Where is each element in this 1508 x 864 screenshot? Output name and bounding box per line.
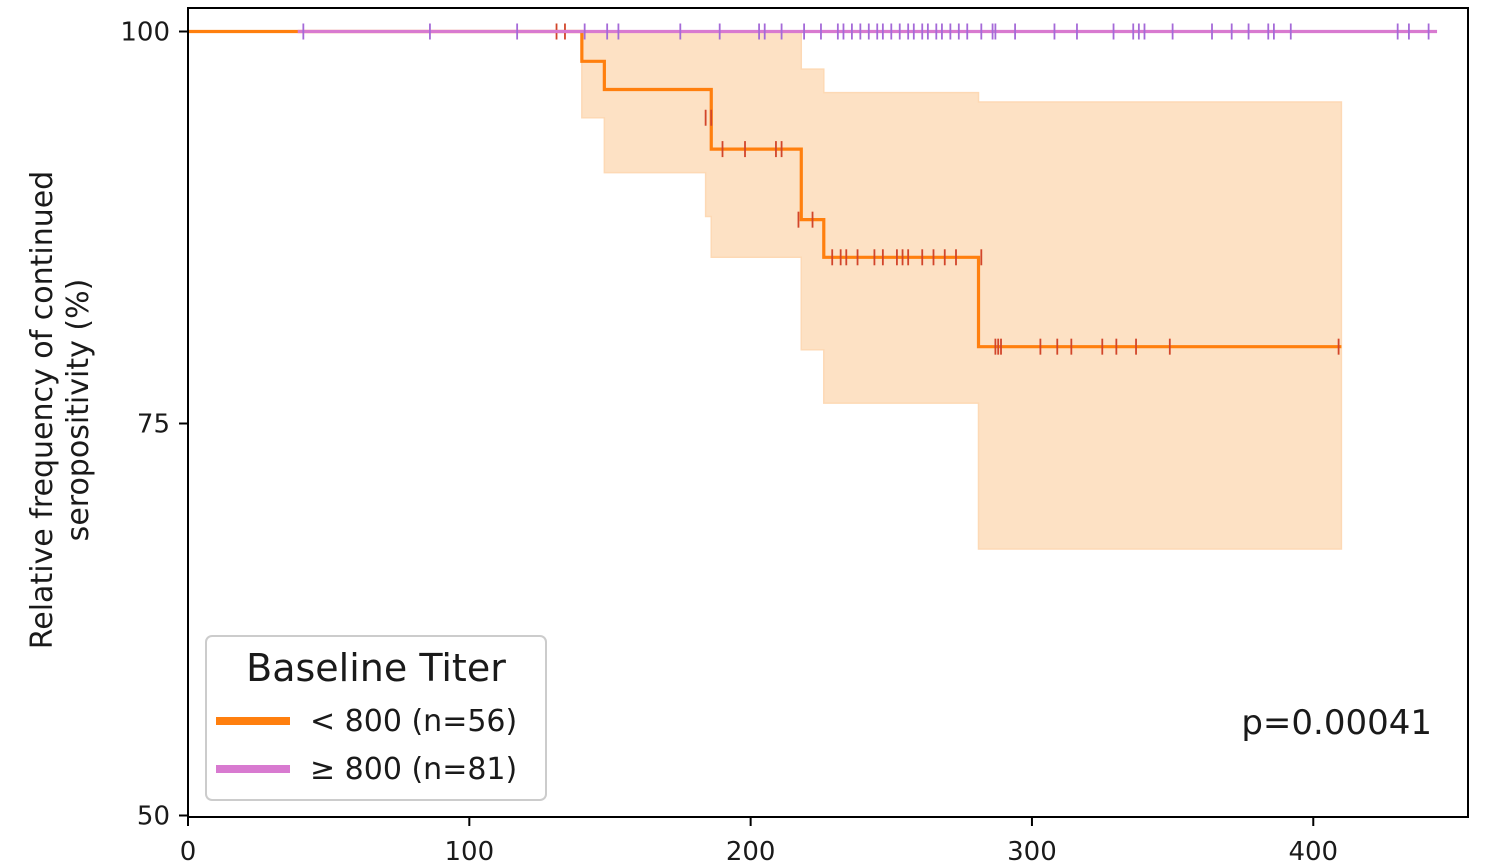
x-tick-label: 400: [1288, 837, 1338, 864]
confidence-band-below-800: [188, 30, 1343, 550]
legend: Baseline Titer < 800 (n=56) ≥ 800 (n=81): [205, 635, 547, 801]
x-tick-label: 200: [726, 837, 776, 864]
legend-box: [205, 635, 547, 801]
survival-line-below-800: [188, 29, 1342, 349]
x-tick-label: 100: [444, 837, 494, 864]
y-axis-label-line-2: seropositivity (%): [61, 279, 96, 542]
y-tick-label: 100: [120, 18, 170, 48]
y-axis-label-line-1: Relative frequency of continued: [25, 171, 60, 649]
p-value-annotation: p=0.00041: [1241, 703, 1432, 743]
plot-area: [188, 23, 1438, 550]
x-tick-label: 300: [1007, 837, 1057, 864]
legend-title: Baseline Titer: [246, 646, 506, 690]
y-tick-label: 75: [137, 410, 170, 440]
axes: 0 100 200 300 400 50 75 100: [120, 7, 1469, 864]
legend-label-800-or-above: ≥ 800 (n=81): [310, 752, 517, 787]
y-axis-label: Relative frequency of continued seroposi…: [25, 171, 96, 649]
y-tick-label: 50: [137, 802, 170, 832]
legend-label-below-800: < 800 (n=56): [310, 704, 517, 739]
plot-frame: [187, 7, 1469, 818]
x-tick-label: 0: [180, 837, 197, 864]
